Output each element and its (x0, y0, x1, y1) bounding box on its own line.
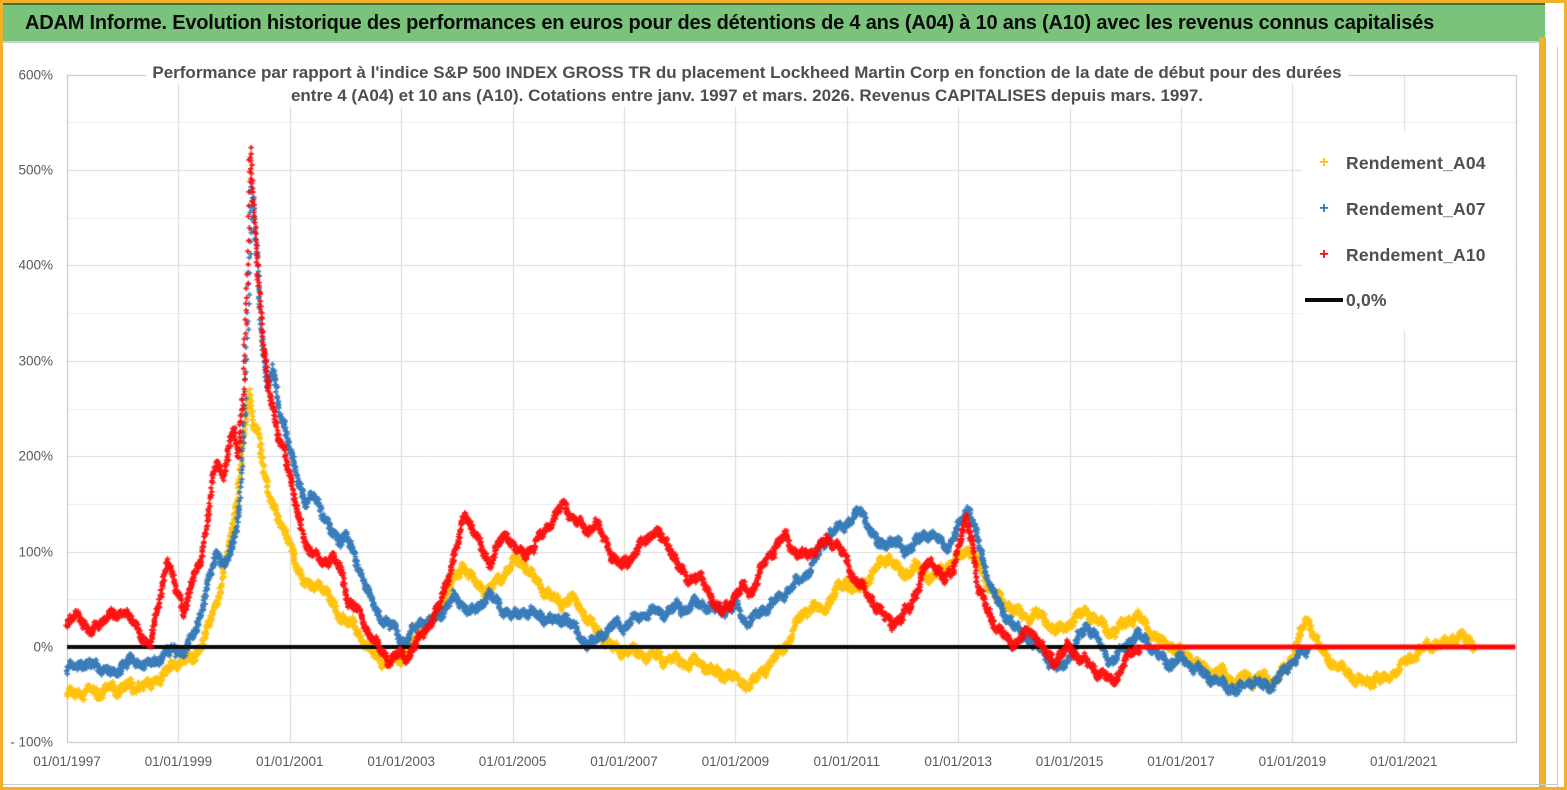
legend-label: 0,0% (1346, 289, 1387, 310)
x-tick-label: 01/01/2019 (1258, 754, 1327, 769)
legend-label: Rendement_A10 (1346, 244, 1486, 265)
chart-title-line2: entre 4 (A04) et 10 ans (A10). Cotations… (284, 84, 1210, 107)
gold-accent-strip (1539, 37, 1546, 787)
chart-title: Performance par rapport à l'indice S&P 5… (67, 61, 1427, 107)
y-tick-label: 300% (18, 353, 53, 369)
y-tick-label: 0% (33, 639, 53, 655)
legend-item-rendement-a04: + Rendement_A04 (1302, 148, 1515, 178)
legend-zero-line-swatch (1305, 298, 1343, 302)
chart-object-border-bottom (3, 784, 1557, 785)
x-tick-label: 01/01/2015 (1035, 754, 1104, 769)
x-tick-label: 01/01/2013 (924, 754, 992, 769)
x-tick-label: 01/01/2001 (256, 754, 324, 769)
y-tick-label: 100% (18, 544, 53, 560)
y-tick-label: 400% (18, 257, 53, 273)
plot-canvas (3, 3, 1564, 787)
legend-label: Rendement_A07 (1346, 198, 1486, 219)
legend-label: Rendement_A04 (1346, 152, 1486, 173)
legend: + Rendement_A04 + Rendement_A07 + Rendement_A… (1302, 131, 1515, 331)
y-tick-label: - 100% (10, 734, 53, 750)
x-tick-label: 01/01/2011 (813, 754, 881, 769)
legend-item-rendement-a07: + Rendement_A07 (1302, 194, 1515, 224)
x-tick-label: 01/01/2009 (701, 754, 770, 769)
chart-object-border-right (1557, 47, 1558, 787)
plus-marker-icon: + (1319, 246, 1329, 263)
x-tick-label: 01/01/2017 (1147, 754, 1215, 769)
x-tick-label: 01/01/2005 (478, 754, 547, 769)
plus-marker-icon: + (1319, 154, 1329, 171)
y-tick-label: 500% (18, 162, 53, 178)
x-tick-label: 01/01/2007 (590, 754, 658, 769)
plus-marker-icon: + (1319, 200, 1329, 217)
y-tick-label: 200% (18, 448, 53, 464)
chart-title-line1: Performance par rapport à l'indice S&P 5… (146, 61, 1348, 84)
legend-item-0-0-: 0,0% (1302, 285, 1515, 315)
x-tick-label: 01/01/1997 (33, 754, 101, 769)
y-tick-label: 600% (18, 67, 53, 83)
x-tick-label: 01/01/2021 (1370, 754, 1438, 769)
x-tick-label: 01/01/2003 (367, 754, 435, 769)
x-tick-label: 01/01/1999 (144, 754, 213, 769)
legend-item-rendement-a10: + Rendement_A10 (1302, 240, 1515, 270)
